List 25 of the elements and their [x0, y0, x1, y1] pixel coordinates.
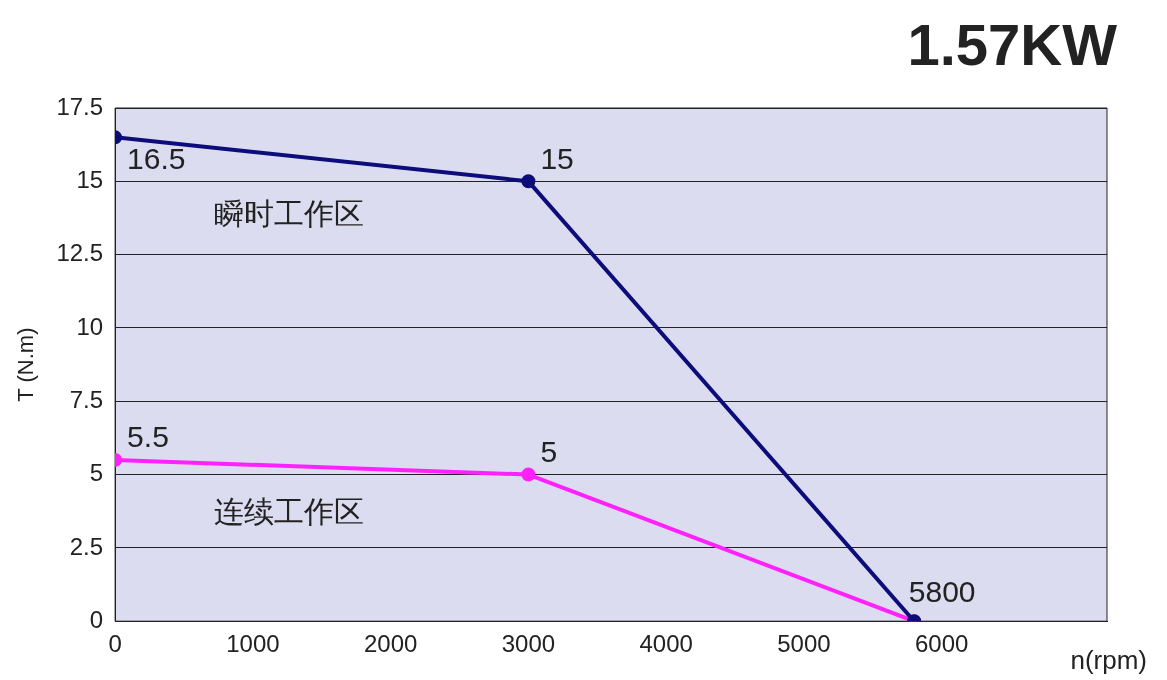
y-tick-label: 5: [89, 459, 104, 487]
y-tick-label: 12.5: [56, 239, 104, 267]
x-tick-label: 6000: [914, 630, 969, 658]
x-tick-label: 4000: [639, 630, 693, 658]
y-tick-label: 10: [76, 312, 104, 340]
x-axis-title: n(rpm): [1070, 645, 1147, 676]
y-tick-label: 0: [89, 605, 104, 633]
y-tick-label: 7.5: [69, 385, 104, 413]
y-tick-label: 17.5: [56, 92, 104, 120]
x-tick-label: 1000: [226, 630, 280, 658]
data-label: 16.5: [127, 141, 186, 175]
data-label: 5: [540, 434, 558, 468]
data-label: 5.5: [127, 420, 169, 454]
y-tick-label: 15: [76, 165, 104, 193]
chart-title: 1.57KW: [906, 11, 1118, 79]
x-tick-label: 0: [108, 630, 122, 658]
x-tick-label: 3000: [501, 630, 556, 658]
data-label: 15: [540, 141, 574, 175]
annotation: 连续工作区: [214, 494, 365, 528]
annotation: 5800: [908, 575, 976, 609]
x-tick-label: 2000: [363, 630, 418, 658]
x-tick-label: 5000: [777, 630, 831, 658]
y-axis-title: T (N.m): [13, 327, 39, 402]
annotation: 瞬时工作区: [214, 197, 365, 231]
y-tick-label: 2.5: [69, 532, 104, 560]
